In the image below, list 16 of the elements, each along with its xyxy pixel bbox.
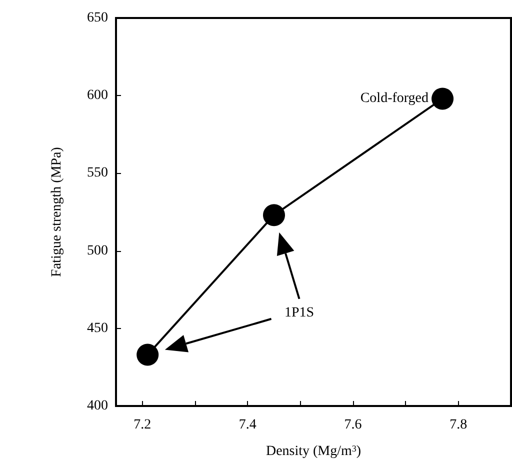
x-tick-label: 7.6: [344, 418, 362, 432]
point: [136, 344, 159, 366]
y-tick-label: 600: [87, 88, 108, 104]
annotation: 1P1S: [284, 305, 314, 320]
point: [432, 88, 454, 110]
x-tick-label: 7.8: [450, 418, 468, 432]
point: [263, 204, 285, 226]
x-tick-label: 7.4: [238, 418, 256, 432]
y-axis-title: Fatigue strength (MPa): [50, 146, 64, 277]
annotation: Cold-forged: [360, 91, 429, 106]
y-tick-label: 400: [87, 398, 108, 414]
y-tick-label: 650: [87, 10, 108, 26]
x-tick-label: 7.2: [134, 418, 152, 432]
y-tick-label: 450: [87, 320, 108, 336]
y-tick-label: 500: [87, 243, 108, 258]
y-tick-label: 550: [87, 166, 108, 181]
